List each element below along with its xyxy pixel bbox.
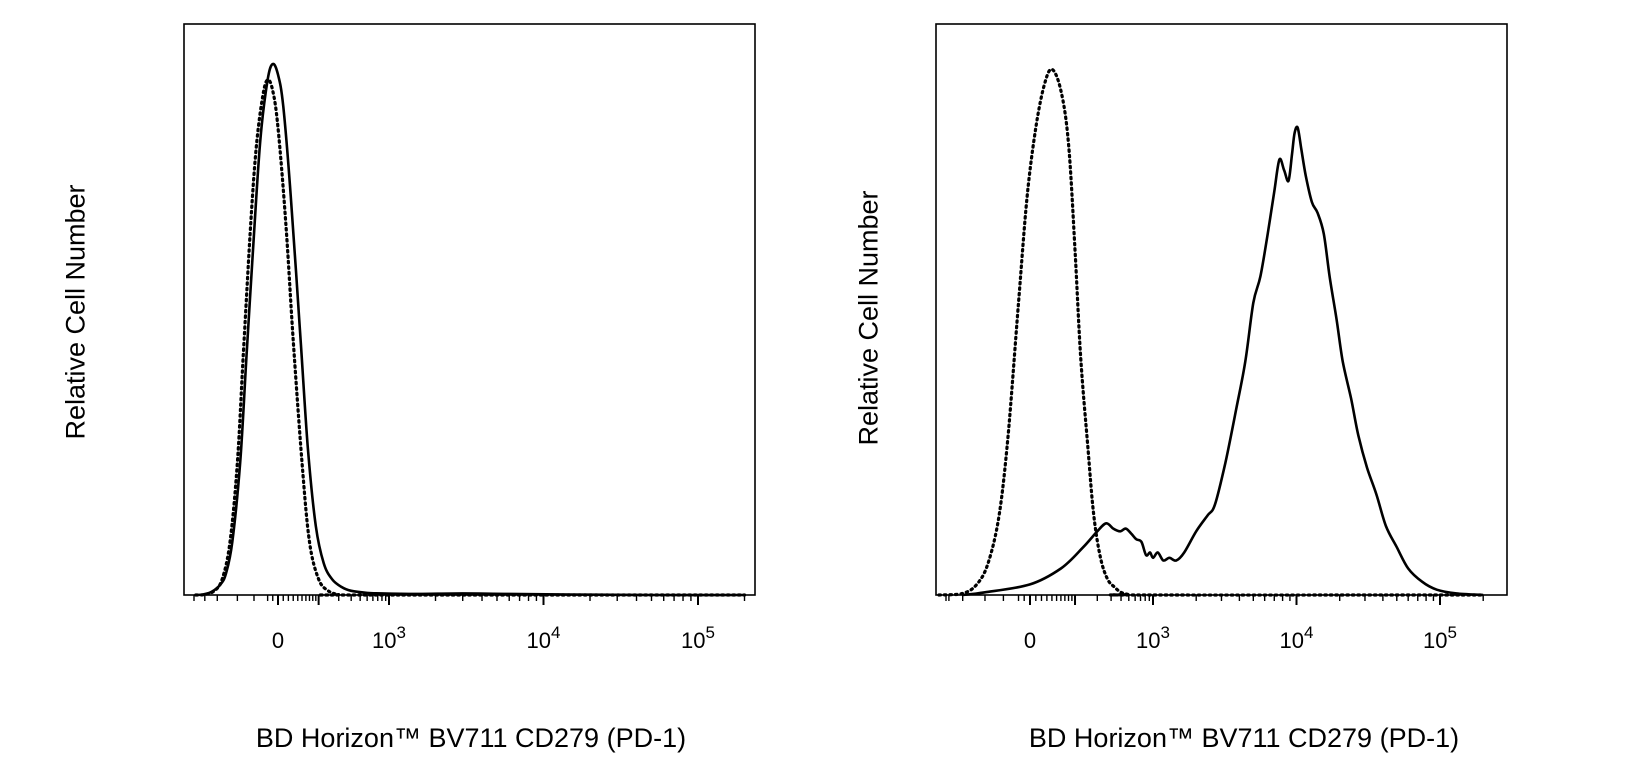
right-x-tick-label: 104 [1280, 623, 1314, 653]
right-histogram-panel: 0 103 104 105 Relative Cell Number BD Horiz… [813, 0, 1626, 777]
left-x-tick-label: 104 [527, 623, 561, 653]
left-series-solid [195, 62, 745, 597]
left-series-dotted [194, 78, 747, 597]
right-y-axis-label: Relative Cell Number [853, 190, 884, 446]
left-x-tick-label: 105 [681, 623, 715, 653]
right-histogram-plot: 0 103 104 105 [935, 23, 1508, 653]
right-x-axis-label: BD Horizon™ BV711 CD279 (PD-1) [1028, 723, 1460, 753]
right-plot-frame [935, 23, 1508, 596]
right-x-tick-label: 103 [1136, 623, 1170, 653]
left-histogram-plot: 0 103 104 105 [183, 23, 756, 653]
right-x-tick-label: 0 [1024, 628, 1036, 653]
left-histogram-panel: 0 103 104 105 Relative Cell Number BD Horiz… [60, 23, 756, 753]
right-x-tick-label: 105 [1423, 623, 1457, 653]
right-series-dotted [937, 67, 1485, 597]
left-x-tick-label: 0 [272, 628, 284, 653]
left-x-axis-label: BD Horizon™ BV711 CD279 (PD-1) [255, 723, 687, 753]
right-series-solid [962, 125, 1484, 597]
left-y-axis-label: Relative Cell Number [60, 184, 91, 440]
left-x-tick-label: 103 [372, 623, 406, 653]
left-plot-frame [183, 23, 756, 596]
